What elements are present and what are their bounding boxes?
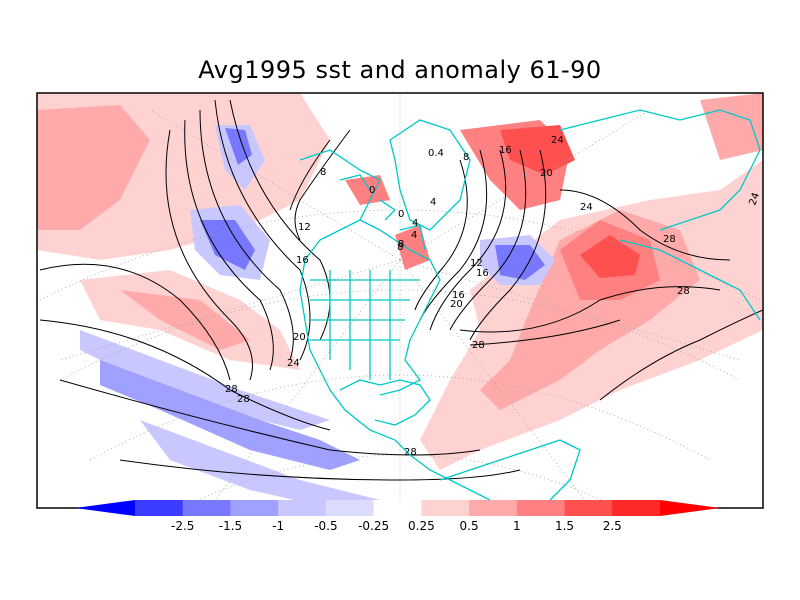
contour-label: 24 bbox=[580, 202, 593, 213]
sst-contours bbox=[39, 99, 763, 481]
contour-label: 28 bbox=[237, 394, 250, 405]
colorbar-tick-label: -2.5 bbox=[171, 519, 194, 533]
europe-coast bbox=[559, 109, 761, 231]
colorbar-tick-label: 0.25 bbox=[408, 519, 435, 533]
gulf-of-mexico-coast bbox=[339, 379, 431, 426]
contour-label: 8 bbox=[397, 242, 403, 253]
anomaly-positive-region bbox=[37, 105, 150, 230]
north-america-coast bbox=[299, 149, 491, 501]
us-state-borders bbox=[310, 270, 420, 380]
contour-label: 20 bbox=[293, 332, 306, 343]
africa-coast bbox=[619, 239, 761, 321]
greenland-coast bbox=[389, 119, 471, 231]
arctic-islands bbox=[339, 174, 426, 251]
colorbar-tick-label: -1 bbox=[272, 519, 284, 533]
anomaly-negative-region bbox=[225, 128, 252, 165]
contour-label: 4 bbox=[412, 218, 418, 229]
colorbar-swatch bbox=[373, 500, 422, 516]
anomaly-positive-region bbox=[700, 93, 763, 160]
coastlines bbox=[299, 109, 761, 501]
contour-label: 4 bbox=[430, 197, 436, 208]
anomaly-positive-region bbox=[580, 235, 640, 278]
contour-label: 16 bbox=[499, 145, 512, 156]
colorbar-tick-label: 0.5 bbox=[460, 519, 479, 533]
contour-label: 16 bbox=[476, 268, 489, 279]
anomaly-shading bbox=[37, 93, 763, 508]
contour-label: 24 bbox=[287, 358, 300, 369]
contour-label: 28 bbox=[677, 286, 690, 297]
anomaly-positive-region bbox=[120, 290, 250, 350]
colorbar-swatch bbox=[421, 500, 470, 516]
contour-label: 28 bbox=[472, 340, 485, 351]
colorbar-swatch bbox=[182, 500, 231, 516]
colorbar-tick-label: 2.5 bbox=[603, 519, 622, 533]
contour-label: 12 bbox=[298, 222, 311, 233]
contour-label: 24 bbox=[551, 135, 564, 146]
contour-label: 20 bbox=[450, 299, 463, 310]
south-america-coast bbox=[439, 439, 581, 501]
anomaly-positive-region bbox=[395, 225, 430, 270]
graticule bbox=[39, 93, 761, 508]
contour-labels: 8 12 16 20 24 28 28 28 0 0 4 8 4 0.4 8 1… bbox=[225, 135, 762, 458]
colorbar-swatch bbox=[469, 500, 518, 516]
anomaly-positive-region bbox=[500, 125, 575, 175]
colorbar-swatch bbox=[278, 500, 327, 516]
contour-label: 16 bbox=[452, 290, 465, 301]
colorbar-swatch bbox=[564, 500, 613, 516]
colorbar-swatch bbox=[516, 500, 566, 516]
colorbar: -2.5 -1.5 -1 -0.5 -0.25 0.25 0.5 1 1.5 2.5 bbox=[75, 500, 720, 533]
colorbar-min-arrow bbox=[75, 500, 135, 516]
anomaly-negative-region bbox=[200, 220, 255, 270]
contour-label: 28 bbox=[663, 234, 676, 245]
contour-label: 28 bbox=[225, 384, 238, 395]
contour-label: 12 bbox=[470, 258, 483, 269]
contour-label: 16 bbox=[296, 255, 309, 266]
colorbar-tick-label: 1 bbox=[513, 519, 521, 533]
colorbar-tick-label: -0.25 bbox=[358, 519, 389, 533]
contour-label: 24 bbox=[747, 191, 762, 207]
colorbar-swatch bbox=[612, 500, 661, 516]
colorbar-tick-label: -0.5 bbox=[314, 519, 337, 533]
contour-label: 8 bbox=[398, 239, 404, 250]
anomaly-negative-region bbox=[140, 420, 380, 508]
anomaly-negative-region bbox=[100, 360, 360, 470]
contour-label: 28 bbox=[404, 447, 417, 458]
anomaly-negative-region bbox=[80, 330, 330, 430]
colorbar-tick-label: 1.5 bbox=[555, 519, 574, 533]
contour-label: 0 bbox=[398, 209, 404, 220]
map-title: Avg1995 sst and anomaly 61-90 bbox=[198, 56, 602, 84]
contour-label: 0.4 bbox=[428, 148, 444, 159]
contour-label: 8 bbox=[463, 152, 469, 163]
colorbar-swatch bbox=[230, 500, 279, 516]
contour-label: 4 bbox=[411, 230, 417, 241]
north-america-east-coast bbox=[359, 219, 441, 396]
contour-label: 8 bbox=[320, 167, 326, 178]
colorbar-swatch bbox=[325, 500, 375, 516]
colorbar-max-arrow bbox=[660, 500, 720, 516]
contour-label: 20 bbox=[540, 168, 553, 179]
contour-label: 0 bbox=[369, 185, 375, 196]
colorbar-swatch bbox=[135, 500, 184, 516]
colorbar-tick-label: -1.5 bbox=[219, 519, 242, 533]
